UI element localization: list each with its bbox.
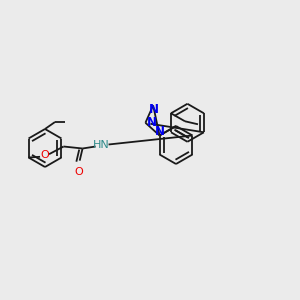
Text: O: O xyxy=(40,151,49,160)
Text: N: N xyxy=(149,103,159,116)
Text: N: N xyxy=(146,116,156,129)
Text: O: O xyxy=(74,167,83,177)
Text: N: N xyxy=(155,125,165,138)
Text: HN: HN xyxy=(93,140,110,149)
